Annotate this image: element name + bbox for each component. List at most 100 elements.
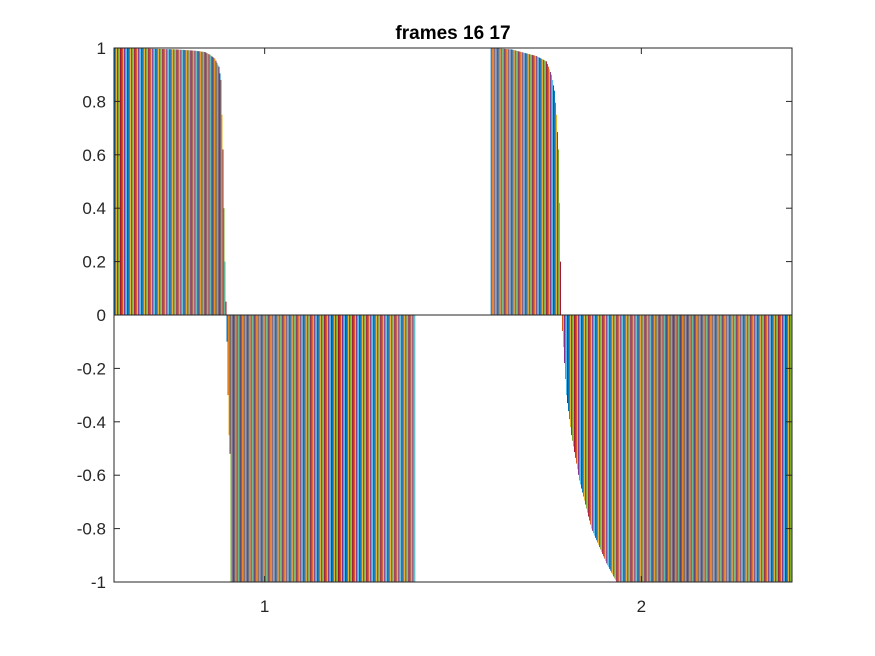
bar [570, 315, 572, 428]
bar [166, 49, 168, 315]
chart-title: frames 16 17 [395, 23, 510, 44]
bar [412, 315, 414, 582]
bar [662, 315, 664, 582]
bar [778, 315, 780, 582]
bar [636, 315, 638, 582]
bar [389, 315, 391, 582]
bar [726, 315, 728, 582]
bar [217, 64, 219, 315]
bar [213, 57, 215, 316]
bar [790, 315, 792, 582]
bar [126, 48, 128, 316]
bar [593, 315, 595, 534]
bar [207, 53, 209, 316]
bar [589, 315, 591, 521]
bar [762, 315, 764, 582]
bar [243, 315, 245, 582]
bar [737, 315, 739, 582]
y-tick-label: -0.2 [77, 359, 106, 378]
bar [744, 315, 746, 582]
bar [605, 315, 607, 561]
bar [535, 56, 537, 315]
bar [613, 315, 615, 577]
bar [751, 315, 753, 582]
bar [559, 261, 561, 315]
bar [519, 51, 521, 315]
bar [354, 315, 356, 582]
bar [231, 315, 233, 582]
bar [380, 315, 382, 582]
bar [309, 315, 311, 582]
bar [567, 315, 569, 404]
bar [651, 315, 653, 582]
bar [626, 315, 628, 582]
bar [190, 50, 192, 315]
bar [141, 48, 143, 316]
bar [547, 66, 549, 315]
bar [121, 48, 123, 315]
bar [638, 315, 640, 582]
bar [555, 114, 557, 315]
bar [691, 315, 693, 582]
bar [750, 315, 752, 582]
y-axis: -1 -0.8 -0.6 -0.4 -0.2 0 0.2 0.4 0.6 0.8 1 [77, 39, 792, 592]
bar [282, 315, 284, 582]
bar [259, 315, 261, 582]
bar [347, 315, 349, 582]
bar [171, 49, 173, 315]
bar [256, 315, 258, 582]
bar [602, 315, 604, 555]
bar [550, 74, 552, 315]
bar [360, 315, 362, 582]
bar [545, 61, 547, 315]
bar [353, 315, 355, 582]
bar [357, 315, 359, 582]
bar [758, 315, 760, 582]
bar [302, 315, 304, 582]
bar [568, 315, 570, 412]
bar [225, 301, 227, 315]
bar [215, 60, 217, 316]
bar [728, 315, 730, 582]
bar [575, 315, 577, 458]
bar [652, 315, 654, 582]
bar [392, 315, 394, 582]
bar [530, 54, 532, 316]
bar [542, 59, 544, 315]
bar [287, 315, 289, 582]
bar [139, 48, 141, 315]
bar [599, 315, 601, 548]
bar [591, 315, 593, 529]
bar [275, 315, 277, 582]
bar [714, 315, 716, 582]
bar [757, 315, 759, 582]
bar [704, 315, 706, 582]
bar [767, 315, 769, 582]
bar [274, 315, 276, 582]
bar [508, 49, 510, 315]
bar [226, 315, 228, 342]
bar [700, 315, 702, 582]
bar [544, 60, 546, 315]
bar [123, 48, 125, 316]
bar [228, 315, 230, 436]
bar [260, 315, 262, 582]
bar [537, 57, 539, 315]
bar [622, 315, 624, 582]
bar [192, 50, 194, 315]
bar [712, 315, 714, 582]
bar [536, 56, 538, 315]
bar [759, 315, 761, 582]
bar [625, 315, 627, 582]
bar [684, 315, 686, 582]
bar [713, 315, 715, 582]
bar [665, 315, 667, 582]
bar [572, 315, 574, 441]
bar [237, 315, 239, 582]
bar [621, 315, 623, 582]
bar [129, 48, 131, 315]
bar [407, 315, 409, 582]
bar [532, 55, 534, 316]
bar [258, 315, 260, 582]
